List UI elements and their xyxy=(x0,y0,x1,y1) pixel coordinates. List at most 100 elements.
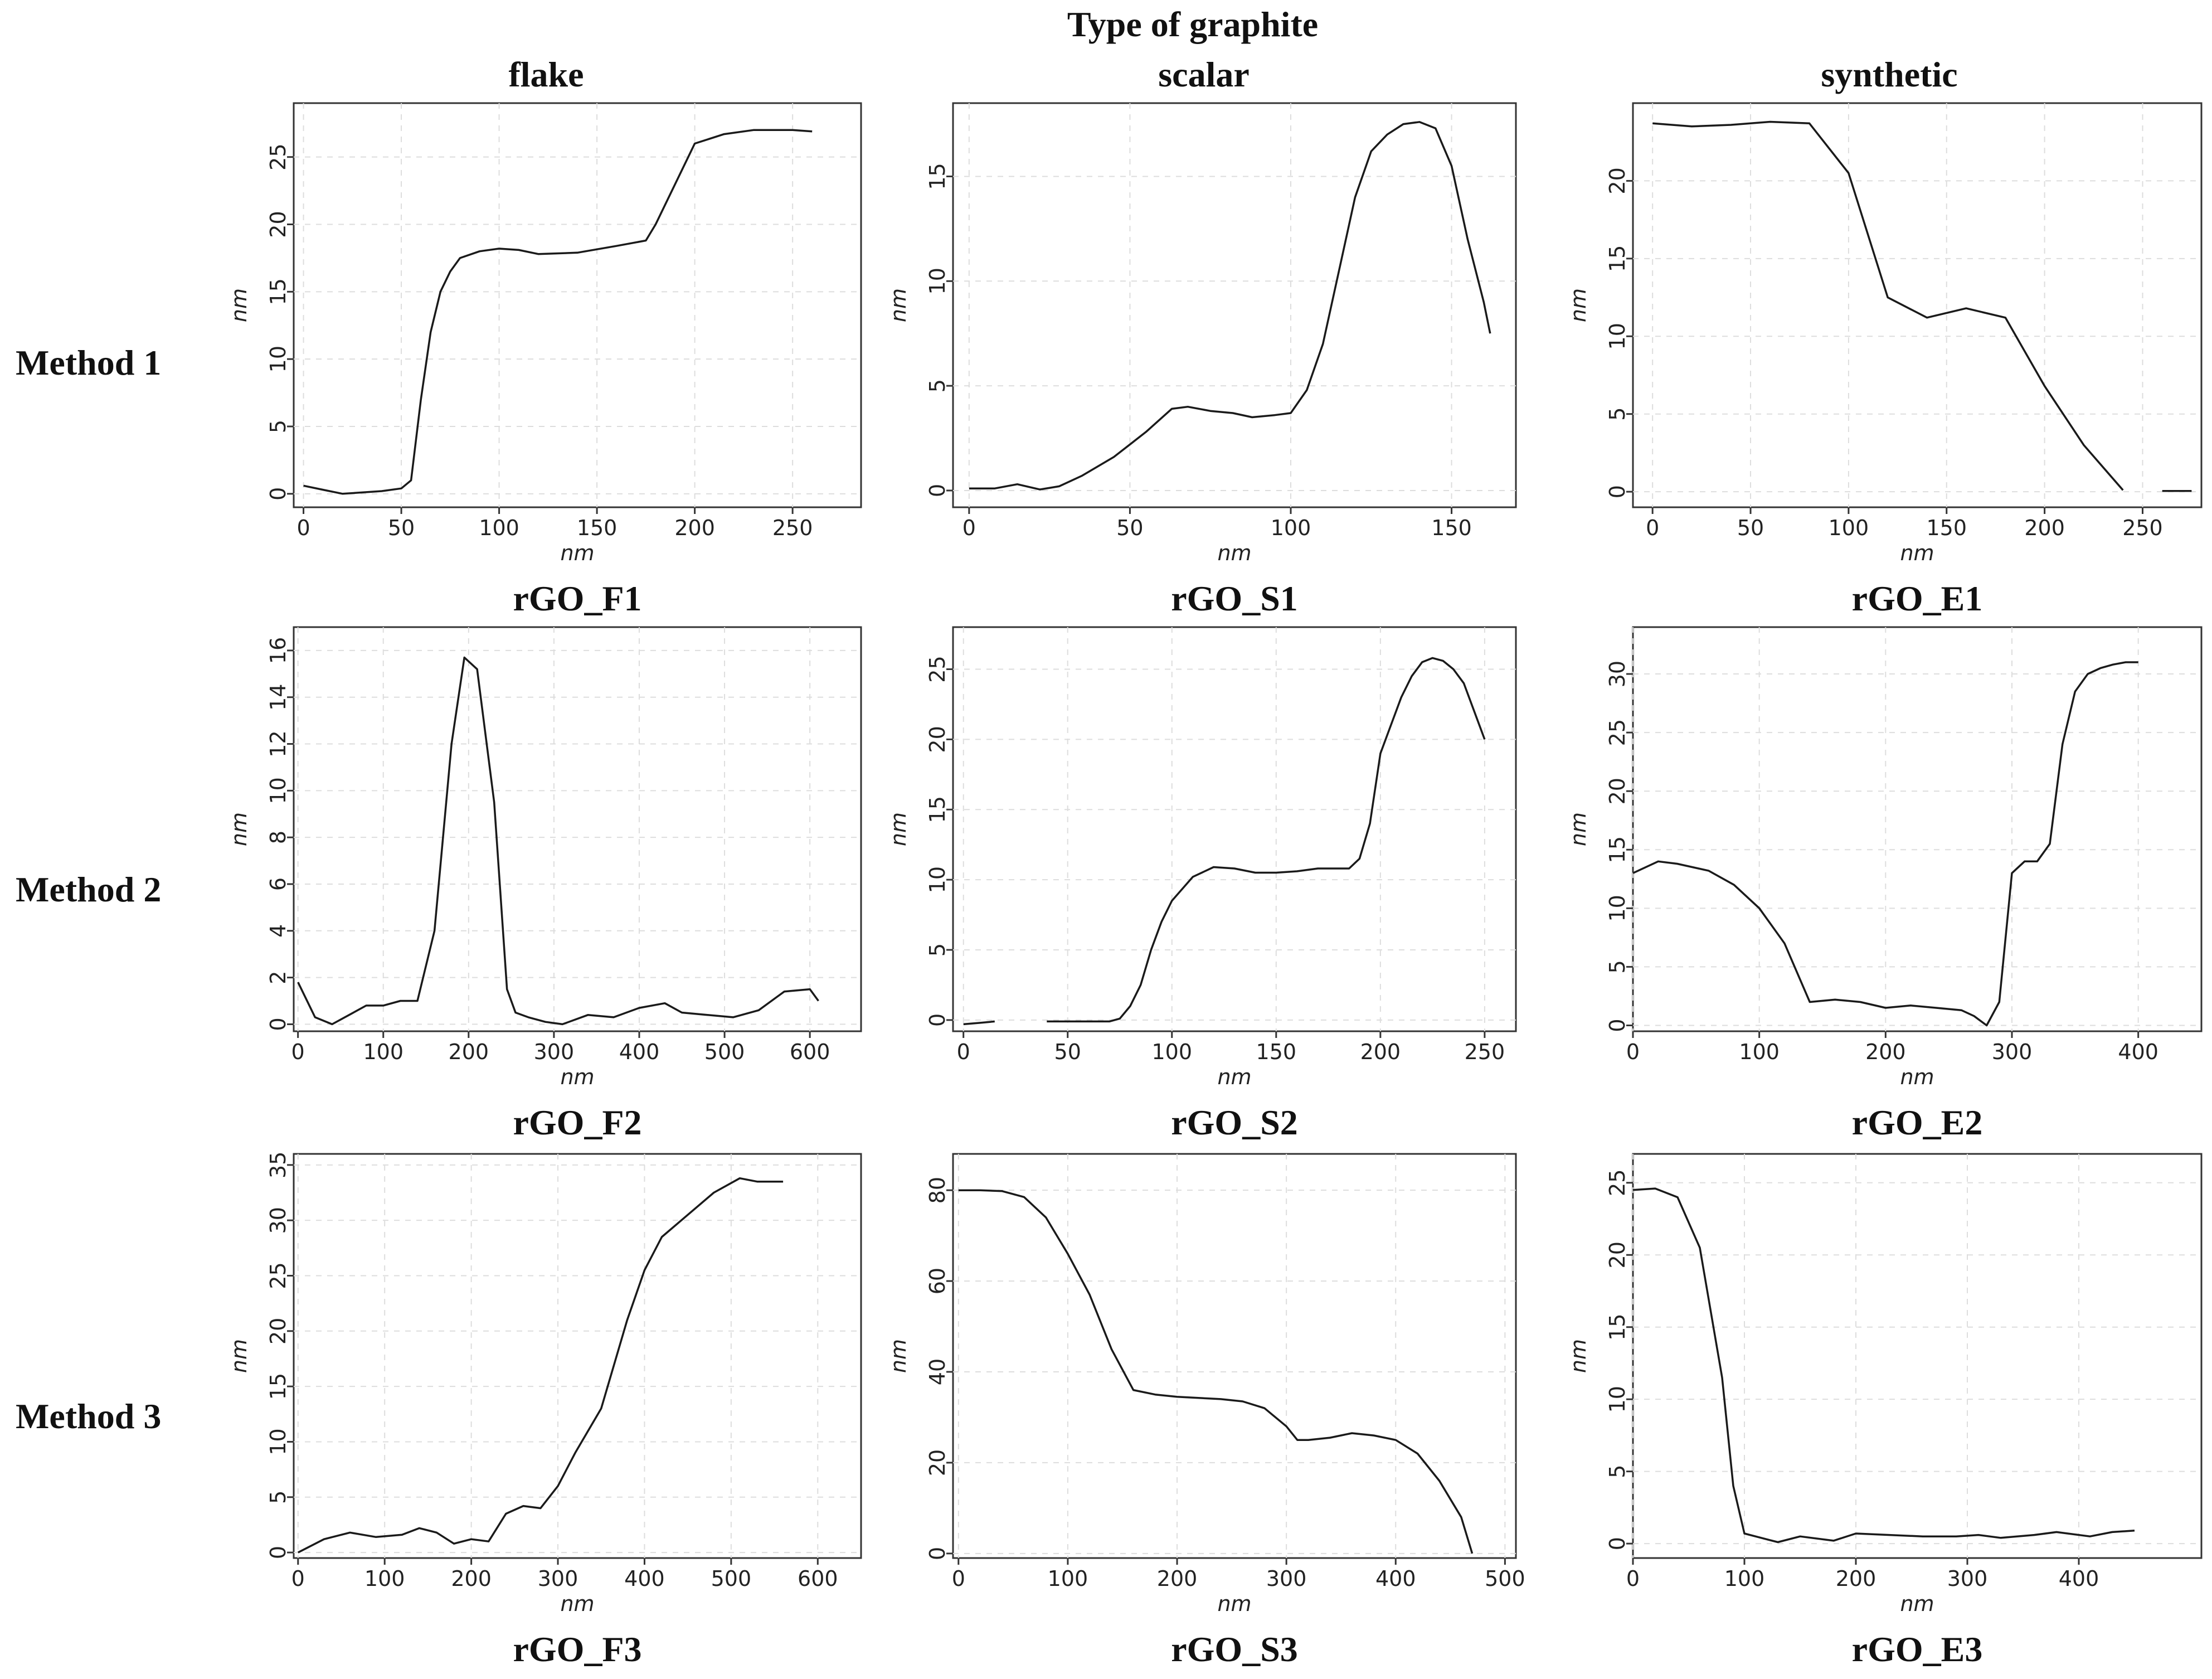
y-tick-label: 10 xyxy=(266,777,290,804)
y-tick-label: 20 xyxy=(925,726,950,753)
plot-frame xyxy=(952,1153,1517,1559)
x-tick-label: 200 xyxy=(1865,1040,1906,1064)
y-tick-label: 10 xyxy=(925,866,950,893)
plot-frame xyxy=(952,626,1517,1032)
profile-line xyxy=(297,656,819,1026)
y-tick-label: 12 xyxy=(266,730,290,757)
panel-rgo-e1: 0 50 100 150 200 250 0 5 10 15 20 nm nm rGO_E1 xyxy=(1566,102,2203,618)
x-tick-label: 100 xyxy=(1829,516,1869,540)
x-tick-label: 100 xyxy=(1048,1566,1088,1591)
y-tick-label: 5 xyxy=(1605,1465,1630,1478)
y-tick-label: 15 xyxy=(925,796,950,823)
y-tick-label: 0 xyxy=(925,1013,950,1027)
y-tick-label: 2 xyxy=(266,971,290,984)
x-tick-label: 50 xyxy=(1116,516,1143,540)
x-tick-label: 200 xyxy=(451,1566,492,1591)
x-tick-label: 200 xyxy=(1836,1566,1876,1591)
y-tick-label: 0 xyxy=(1605,1537,1630,1550)
x-tick-label: 300 xyxy=(538,1566,578,1591)
x-tick-label: 300 xyxy=(534,1040,575,1064)
profile-line xyxy=(1632,1187,2135,1544)
x-tick-label: 100 xyxy=(1739,1040,1780,1064)
y-axis-label: nm xyxy=(227,288,251,322)
sample-label: rGO_E2 xyxy=(1852,1103,1983,1142)
y-tick-label: 20 xyxy=(266,211,290,237)
profile-line xyxy=(303,129,813,495)
y-tick-label: 20 xyxy=(266,1318,290,1345)
panel-rgo-e3: 0 100 200 300 400 0 5 10 15 20 25 nm nm rGO_E3 xyxy=(1566,1153,2203,1669)
profile-line xyxy=(963,1020,995,1026)
y-tick-label: 80 xyxy=(925,1177,950,1204)
y-tick-label: 10 xyxy=(266,1428,290,1455)
y-axis-label: nm xyxy=(1566,812,1591,846)
x-tick-label: 200 xyxy=(1157,1566,1198,1591)
x-tick-label: 100 xyxy=(1724,1566,1765,1591)
plot-frame xyxy=(293,626,862,1032)
x-axis-label: nm xyxy=(1217,541,1251,565)
y-axis-label: nm xyxy=(886,288,911,322)
x-axis-label: nm xyxy=(1217,1065,1251,1089)
x-tick-label: 400 xyxy=(624,1566,665,1591)
x-tick-label: 0 xyxy=(1646,516,1659,540)
x-axis-label: nm xyxy=(560,541,594,565)
y-tick-label: 16 xyxy=(266,637,290,664)
x-tick-label: 100 xyxy=(479,516,519,540)
x-tick-label: 300 xyxy=(1266,1566,1307,1591)
profile-line xyxy=(969,121,1491,491)
x-axis-label: nm xyxy=(1900,541,1934,565)
x-axis-label: nm xyxy=(1900,1591,1934,1616)
x-tick-label: 250 xyxy=(2122,516,2163,540)
column-header-flake: flake xyxy=(508,55,584,94)
x-tick-label: 0 xyxy=(1626,1040,1640,1064)
y-tick-label: 6 xyxy=(266,877,290,891)
y-tick-label: 0 xyxy=(1605,1018,1630,1032)
x-tick-label: 50 xyxy=(1737,516,1764,540)
x-tick-label: 250 xyxy=(1465,1040,1505,1064)
sample-label: rGO_F1 xyxy=(513,579,641,618)
x-tick-label: 150 xyxy=(577,516,618,540)
x-axis-label: nm xyxy=(1900,1065,1934,1089)
y-tick-label: 25 xyxy=(1605,719,1630,746)
sample-label: rGO_S3 xyxy=(1171,1629,1298,1669)
y-tick-label: 5 xyxy=(266,420,290,433)
plot-frame xyxy=(293,102,862,508)
column-header-scalar: scalar xyxy=(1158,55,1250,94)
plot-frame xyxy=(1632,1153,2203,1559)
y-tick-label: 20 xyxy=(1605,167,1630,194)
profile-line xyxy=(1632,661,2138,1027)
x-tick-label: 150 xyxy=(1431,516,1472,540)
plot-frame xyxy=(1632,626,2203,1032)
x-tick-label: 200 xyxy=(1360,1040,1401,1064)
x-tick-label: 200 xyxy=(674,516,715,540)
sample-label: rGO_S2 xyxy=(1171,1103,1298,1142)
y-axis-label: nm xyxy=(886,812,911,846)
y-tick-label: 0 xyxy=(1605,485,1630,498)
y-tick-label: 15 xyxy=(266,1373,290,1400)
x-tick-label: 100 xyxy=(1152,1040,1193,1064)
x-tick-label: 0 xyxy=(962,516,976,540)
y-tick-label: 60 xyxy=(925,1268,950,1294)
sample-label: rGO_S1 xyxy=(1171,579,1298,618)
x-tick-label: 300 xyxy=(1947,1566,1988,1591)
x-axis-label: nm xyxy=(1217,1591,1251,1616)
plot-frame xyxy=(293,1153,862,1559)
y-tick-label: 20 xyxy=(925,1449,950,1476)
profile-line xyxy=(958,1189,1474,1554)
y-axis-label: nm xyxy=(227,1339,251,1373)
x-tick-label: 150 xyxy=(1256,1040,1297,1064)
y-tick-label: 35 xyxy=(266,1152,290,1178)
y-tick-label: 25 xyxy=(266,1262,290,1289)
x-axis-label: nm xyxy=(560,1591,594,1616)
x-tick-label: 500 xyxy=(704,1040,745,1064)
column-group-header: Type of graphite xyxy=(1067,4,1318,44)
row-header-method-1: Method 1 xyxy=(16,343,161,382)
y-tick-label: 15 xyxy=(925,163,950,190)
x-tick-label: 200 xyxy=(449,1040,489,1064)
y-tick-label: 20 xyxy=(1605,1241,1630,1268)
panel-rgo-f2: 0 100 200 300 400 500 600 0 2 4 6 8 10 12 14 16 nm nm rGO_… xyxy=(227,626,862,1142)
profile-line-segment xyxy=(1047,657,1486,1023)
y-axis-label: nm xyxy=(227,812,251,846)
y-tick-label: 40 xyxy=(925,1358,950,1385)
x-tick-label: 150 xyxy=(1926,516,1967,540)
